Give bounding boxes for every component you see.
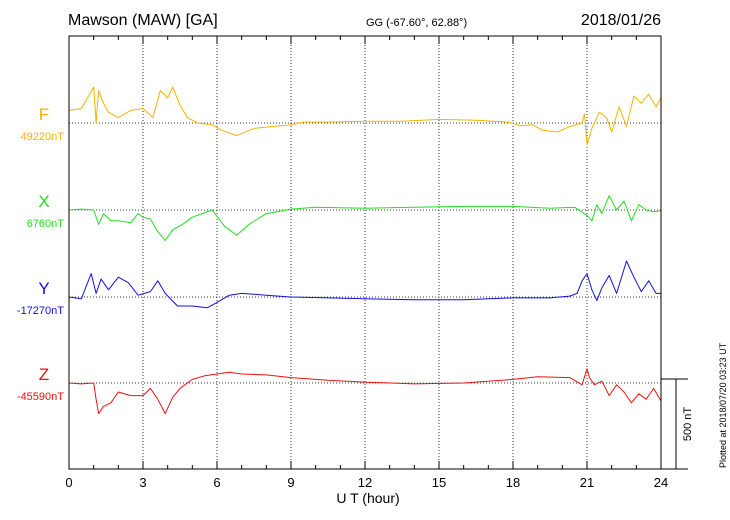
observation-date: 2018/01/26 <box>580 12 661 29</box>
plotted-timestamp: Plotted at 2018/07/20 03:23 UT <box>718 342 728 468</box>
geographic-coordinates: GG (-67.60°, 62.88°) <box>366 17 468 29</box>
grid <box>142 36 588 469</box>
series-line-z <box>68 368 662 415</box>
series-labels: F 49220nT X 6760nT Y -17270nT Z -45590nT <box>17 105 64 403</box>
scale-bar-label: 500 nT <box>682 407 694 442</box>
series-baseline-z: -45590nT <box>17 391 64 403</box>
x-axis-label: U T (hour) <box>336 490 399 506</box>
station-title: Mawson (MAW) [GA] <box>68 12 218 29</box>
x-tick-label-18: 18 <box>506 475 520 490</box>
series-line-y <box>68 260 661 309</box>
series-name-y: Y <box>38 279 49 298</box>
series-name-z: Z <box>39 365 49 384</box>
series-baseline-y: -17270nT <box>17 305 64 317</box>
x-axis-ticks: 0 3 6 9 12 15 18 21 24 <box>65 36 668 490</box>
series-name-f: F <box>39 105 49 124</box>
x-tick-label-0: 0 <box>65 475 72 490</box>
series-line-f <box>68 86 662 146</box>
x-tick-label-24: 24 <box>654 475 668 490</box>
x-tick-label-21: 21 <box>580 475 594 490</box>
x-tick-label-3: 3 <box>139 475 146 490</box>
series-line-x <box>68 195 662 242</box>
scale-bar: 500 nT <box>661 378 694 470</box>
x-tick-label-9: 9 <box>287 475 294 490</box>
x-tick-label-15: 15 <box>432 475 446 490</box>
x-tick-label-12: 12 <box>358 475 372 490</box>
series-baseline-f: 49220nT <box>21 131 65 143</box>
x-tick-label-6: 6 <box>213 475 220 490</box>
series-baseline-x: 6760nT <box>27 218 65 230</box>
series-name-x: X <box>38 192 49 211</box>
series-lines <box>68 86 662 415</box>
